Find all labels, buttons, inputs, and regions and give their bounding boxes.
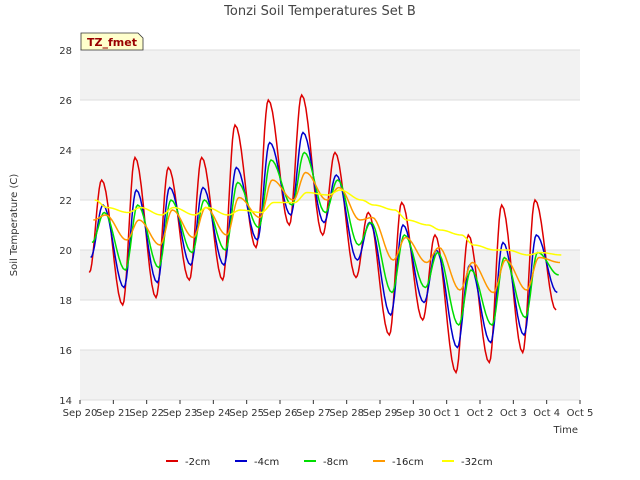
plot-band (80, 350, 580, 400)
badge: TZ_fmet (80, 32, 144, 51)
x-tick-label: Oct 2 (467, 408, 494, 419)
series-line-minus-4cm (90, 131, 558, 349)
y-axis-label: Soil Temperature (C) (9, 174, 20, 277)
y-tick-label: 26 (59, 96, 72, 107)
legend-label: -2cm (185, 457, 210, 468)
series-lines (88, 93, 562, 375)
legend-label: -4cm (254, 457, 279, 468)
plot-band (80, 50, 580, 100)
y-tick-label: 14 (59, 396, 72, 407)
y-tick-label: 24 (59, 146, 72, 157)
y-tick-label: 28 (59, 46, 72, 57)
legend-label: -16cm (392, 457, 424, 468)
x-tick-label: Oct 3 (500, 408, 527, 419)
series-line-minus-8cm (91, 151, 559, 327)
badge-label: TZ_fmet (87, 36, 137, 49)
x-tick-label: Oct 1 (433, 408, 460, 419)
chart-title: Tonzi Soil Temperatures Set B (223, 4, 416, 19)
x-tick-label: Sep 30 (396, 408, 431, 419)
x-tick-label: Sep 28 (329, 408, 364, 419)
x-axis-label: Time (553, 425, 578, 436)
x-tick-label: Sep 20 (63, 408, 98, 419)
x-tick-label: Oct 4 (533, 408, 560, 419)
x-tick-label: Sep 27 (296, 408, 331, 419)
x-tick-label: Sep 25 (229, 408, 264, 419)
x-tick-label: Sep 22 (129, 408, 164, 419)
legend-label: -8cm (323, 457, 348, 468)
x-tick-label: Oct 5 (567, 408, 594, 419)
y-tick-label: 22 (59, 196, 72, 207)
plot-area (80, 50, 580, 400)
x-tick-label: Sep 26 (263, 408, 298, 419)
x-tick-label: Sep 23 (163, 408, 198, 419)
y-tick-label: 16 (59, 346, 72, 357)
series-line-minus-16cm (93, 171, 561, 294)
x-tick-label: Sep 21 (96, 408, 131, 419)
x-tick-label: Sep 29 (363, 408, 398, 419)
series-line-minus-32cm (94, 189, 562, 256)
y-axis-ticks: 14 16 18 20 22 24 26 28 (59, 46, 72, 407)
series-line-minus-2cm (88, 93, 557, 375)
plot-background (80, 50, 580, 400)
y-tick-label: 18 (59, 296, 72, 307)
x-tick-label: Sep 24 (196, 408, 231, 419)
badge-box (80, 32, 144, 51)
y-tick-label: 20 (59, 246, 72, 257)
legend: -2cm -4cm -8cm -16cm -32cm (166, 457, 493, 468)
legend-label: -32cm (461, 457, 493, 468)
